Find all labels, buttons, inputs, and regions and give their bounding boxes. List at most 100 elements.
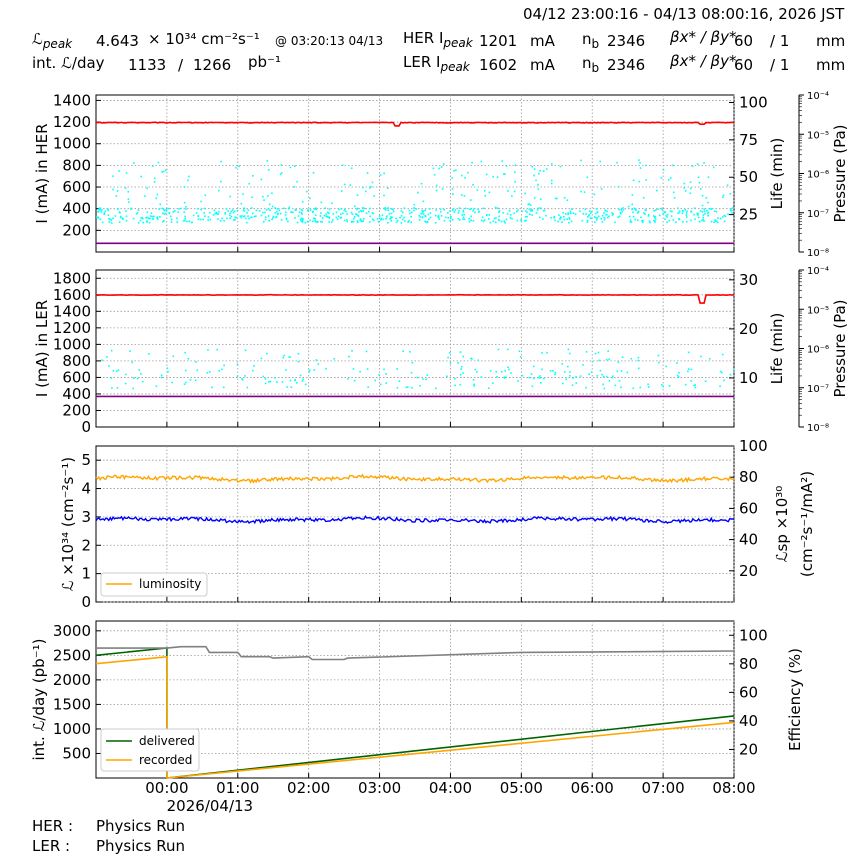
her-life-point: [550, 182, 553, 185]
her-life-point: [243, 210, 246, 212]
her-life-point: [395, 221, 398, 224]
her-life-point: [371, 212, 374, 214]
her-life-point: [647, 215, 650, 217]
her-life-point: [462, 218, 464, 220]
lum-y2tick-label: 60: [739, 499, 758, 517]
her-life-point: [267, 169, 270, 171]
her-life-point: [586, 176, 589, 179]
her-life-point: [730, 208, 732, 210]
ler-life-point: [521, 374, 524, 377]
her-life-point: [618, 215, 621, 218]
her-life-point: [638, 180, 641, 183]
ler-ytick-label: 600: [62, 368, 91, 386]
her-y3label: Pressure (Pa): [831, 124, 849, 222]
her-life-point: [713, 210, 716, 213]
her-life-point: [370, 185, 372, 188]
intlum-y2tick-label: 40: [739, 712, 758, 730]
her-life-point: [589, 212, 592, 215]
ler-life-point: [599, 369, 602, 372]
lum-y2tick-label: 40: [739, 531, 758, 549]
her-life-point: [474, 211, 476, 214]
her-life-point: [666, 216, 668, 218]
her-life-point: [675, 221, 677, 224]
lpeak-unit: × 10³⁴ cm⁻²s⁻¹: [148, 30, 260, 48]
her-life-point: [521, 210, 523, 213]
ler-life-point: [657, 361, 660, 364]
her-life-point: [616, 161, 618, 164]
her-life-point: [580, 190, 582, 193]
her-life-point: [96, 216, 98, 218]
her-life-point: [151, 215, 154, 218]
her-life-point: [369, 215, 371, 218]
ler-life-point: [474, 368, 477, 371]
her-life-point: [197, 215, 200, 218]
her-life-point: [719, 217, 722, 220]
ler-y3label: Pressure (Pa): [831, 299, 849, 397]
her-life-point: [498, 211, 500, 214]
her-life-point: [288, 206, 291, 209]
her-life-point: [493, 217, 496, 220]
ler-life-point: [632, 387, 635, 390]
her-life-point: [703, 210, 706, 212]
her-life-point: [569, 210, 572, 213]
her-life-point: [172, 211, 175, 213]
her-life-point: [543, 209, 546, 212]
her-life-point: [173, 210, 176, 212]
her-life-point: [248, 217, 250, 220]
ler-life-point: [241, 378, 243, 380]
her-life-point: [200, 208, 202, 211]
her-nb-label: nb: [582, 30, 599, 51]
her-life-point: [706, 209, 708, 212]
ler-life-point: [308, 369, 311, 372]
her-life-point: [429, 208, 431, 210]
her-life-point: [620, 208, 622, 211]
her-life-point: [603, 219, 606, 221]
her-life-point: [631, 194, 634, 196]
her-life-point: [373, 219, 375, 222]
her-life-point: [389, 216, 392, 218]
her-life-point: [730, 209, 733, 212]
her-life-point: [203, 207, 206, 210]
her-life-point: [363, 217, 365, 220]
ler-life-point: [460, 365, 463, 368]
her-life-point: [203, 211, 206, 214]
ler-life-point: [266, 352, 268, 355]
her-life-point: [672, 191, 675, 194]
her-life-point: [155, 197, 158, 200]
her-life-point: [656, 189, 658, 192]
her-life-point: [137, 209, 140, 211]
ler-life-point: [189, 378, 192, 381]
her-life-point: [586, 219, 589, 222]
her-life-point: [691, 165, 694, 168]
her-life-point: [376, 217, 379, 220]
her-life-point: [408, 209, 411, 212]
specific-luminosity-line: [95, 515, 735, 525]
her-life-point: [721, 216, 724, 218]
ler-life-point: [605, 358, 608, 361]
luminosity-line: [95, 473, 735, 484]
her-life-point: [560, 216, 562, 218]
her-life-point: [383, 172, 385, 175]
her-life-point: [707, 214, 709, 217]
her-life-point: [529, 204, 532, 206]
her-life-point: [120, 216, 122, 219]
her-life-point: [295, 209, 297, 211]
her-life-point: [341, 164, 344, 167]
ler-life-point: [411, 386, 413, 389]
her-life-point: [235, 216, 238, 219]
her-life-point: [605, 213, 607, 216]
her-life-point: [653, 209, 655, 212]
ler-life-point: [572, 377, 574, 379]
her-life-point: [417, 191, 419, 194]
x-tick-label: 02:00: [287, 779, 330, 797]
her-life-point: [536, 209, 539, 211]
her-life-point: [563, 197, 566, 199]
ler-life-point: [187, 357, 190, 360]
her-life-point: [506, 213, 509, 215]
her-life-point: [455, 169, 457, 172]
her-life-point: [617, 185, 620, 188]
her-life-point: [301, 220, 304, 222]
ler-life-point: [236, 375, 239, 378]
lpeak-value: 4.643: [96, 32, 139, 50]
ler-life-point: [459, 351, 462, 353]
